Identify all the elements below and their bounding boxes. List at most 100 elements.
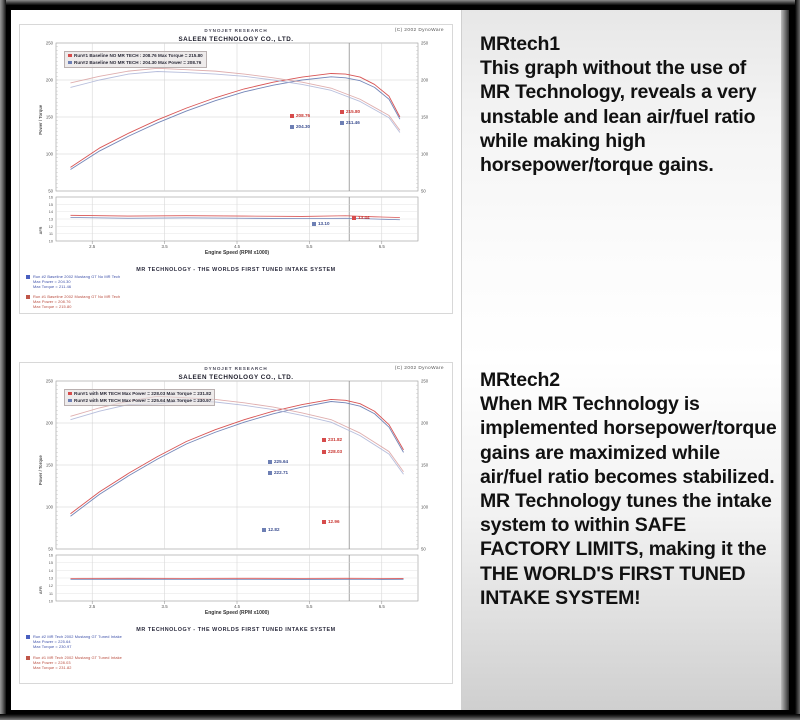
- peak-value: 222.71: [274, 470, 289, 475]
- chart-header-right: (C) 2002 DynoWare: [394, 366, 444, 371]
- poster-stage: DYNOJET RESEARCH SALEEN TECHNOLOGY CO., L…: [11, 10, 789, 710]
- footnote-title: Run #1 Baseline 2002 Mustang GT No MR Te…: [33, 294, 121, 299]
- footnote-swatch-icon: [26, 274, 30, 279]
- peak-value: 204.30: [296, 124, 311, 129]
- legend-swatch-icon: [68, 60, 72, 64]
- legend-row: Run#1 with MR TECH Max Power = 228.03 Ma…: [68, 391, 211, 398]
- frame-edge-left: [0, 0, 6, 720]
- peak-callout: 211.46: [338, 120, 360, 125]
- x-tick-label: 6.5: [379, 604, 386, 609]
- footnote-line-1: Run #2 MR Tech 2002 Mustang GT Tuned Int…: [26, 634, 122, 639]
- footer-banner: MR TECHNOLOGY - THE WORLDS FIRST TUNED I…: [136, 627, 336, 633]
- afr-peak-value: 12.82: [268, 527, 280, 532]
- afr-tick-label: 10: [49, 600, 53, 604]
- legend-row: Run#2 with MR TECH Max Power = 225.64 Ma…: [68, 398, 211, 405]
- x-tick-label: 4.5: [234, 244, 241, 249]
- charts-pane: DYNOJET RESEARCH SALEEN TECHNOLOGY CO., L…: [11, 10, 461, 710]
- peak-value: 231.82: [328, 437, 343, 442]
- legend-text: Run#1 Baseline NO MR TECH : 208.76 Max T…: [74, 53, 203, 58]
- x-tick-label: 2.5: [89, 244, 96, 249]
- legend-row: Run#2 Baseline NO MR TECH : 204.30 Max P…: [68, 60, 203, 67]
- frame-edge-top: [0, 0, 800, 5]
- chart-footnote: Run #1 Baseline 2002 Mustang GT No MR Te…: [26, 294, 120, 310]
- afr-tick-label: 16: [49, 196, 53, 200]
- peak-marker-icon: [312, 221, 316, 226]
- mrtech2-body: When MR Technology is implemented horsep…: [480, 393, 777, 609]
- legend-text: Run#2 with MR TECH Max Power = 225.64 Ma…: [74, 397, 212, 403]
- series-power: [70, 76, 401, 170]
- peak-marker-icon: [322, 519, 326, 524]
- afr-tick-label: 16: [49, 554, 53, 558]
- footnote-line-3: Max Torque = 215.80: [33, 304, 72, 310]
- y-tick-label: 100: [46, 152, 54, 157]
- footnote-title: Run #2 MR Tech 2002 Mustang GT Tuned Int…: [33, 634, 122, 639]
- footer-banner: MR TECHNOLOGY - THE WORLDS FIRST TUNED I…: [136, 267, 336, 273]
- copy-pane: MRtech1 This graph without the use of MR…: [461, 10, 789, 710]
- peak-callout: 215.80: [338, 109, 360, 114]
- chart-header-sub: SALEEN TECHNOLOGY CO., LTD.: [178, 374, 294, 381]
- footnote-line-1: Run #2 Baseline 2002 Mustang GT No MR Te…: [26, 274, 120, 279]
- legend-swatch-icon: [68, 54, 72, 58]
- mrtech1-block: MRtech1 This graph without the use of MR…: [480, 32, 780, 177]
- afr-axis-title: AFR: [39, 226, 43, 234]
- legend-text: Run#2 Baseline NO MR TECH : 204.30 Max P…: [74, 59, 202, 65]
- chart-header-main: DYNOJET RESEARCH: [204, 28, 268, 33]
- y2-tick-label: 250: [421, 41, 429, 46]
- x-tick-label: 5.5: [306, 244, 313, 249]
- afr-peak-value: 13.10: [318, 221, 330, 226]
- x-axis-title: Engine Speed (RPM x1000): [205, 610, 270, 616]
- peak-callout: 231.82: [320, 437, 342, 442]
- afr-peak-callout: 13.10: [310, 221, 330, 226]
- series-power: [70, 399, 404, 515]
- footnote-line-2: Max Power = 225.64: [33, 639, 71, 645]
- y-tick-label: 150: [46, 463, 54, 468]
- mrtech2-title: MRtech2: [480, 369, 560, 391]
- y2-tick-label: 150: [421, 463, 429, 468]
- dyno-chart-2: DYNOJET RESEARCH SALEEN TECHNOLOGY CO., L…: [19, 362, 453, 684]
- footnote-swatch-icon: [26, 634, 30, 639]
- peak-marker-icon: [340, 120, 344, 125]
- footnote-title: Run #2 Baseline 2002 Mustang GT No MR Te…: [33, 274, 121, 279]
- peak-callout: 208.76: [288, 113, 310, 118]
- chart-plot: 250 250 200 200 150 150 100 100 50 50 2.5 3.5 4.5 5.5…: [38, 379, 429, 616]
- afr-tick-label: 14: [49, 210, 53, 214]
- peak-marker-icon: [268, 459, 272, 464]
- peak-marker-icon: [340, 109, 344, 114]
- y2-tick-label: 50: [421, 547, 426, 552]
- afr-peak-value: 13.44: [358, 215, 370, 220]
- y-tick-label: 100: [46, 505, 54, 510]
- peak-callout: 222.71: [266, 470, 288, 475]
- afr-peak-callout: 13.44: [350, 215, 370, 220]
- peak-marker-icon: [322, 437, 326, 442]
- y-tick-label: 150: [46, 115, 54, 120]
- chart-header: DYNOJET RESEARCH SALEEN TECHNOLOGY CO., L…: [20, 363, 452, 391]
- legend-swatch-icon: [68, 392, 72, 396]
- afr-axis-title: AFR: [39, 586, 43, 594]
- y2-tick-label: 100: [421, 152, 429, 157]
- afr-tick-label: 14: [49, 569, 53, 573]
- x-tick-label: 3.5: [162, 244, 169, 249]
- afr-tick-label: 11: [49, 592, 53, 596]
- chart-header-main: DYNOJET RESEARCH: [204, 366, 268, 371]
- chart-legend: Run#1 Baseline NO MR TECH : 208.76 Max T…: [64, 51, 207, 69]
- peak-value: 211.46: [346, 120, 360, 125]
- afr-tick-label: 13: [49, 577, 53, 581]
- x-tick-label: 4.5: [234, 604, 241, 609]
- peak-marker-icon: [290, 113, 294, 118]
- peak-value: 208.76: [296, 113, 311, 118]
- series-torque: [70, 67, 401, 131]
- chart-legend: Run#1 with MR TECH Max Power = 228.03 Ma…: [64, 389, 216, 407]
- peak-value: 225.64: [274, 459, 289, 464]
- series-power: [70, 401, 404, 517]
- y2-tick-label: 200: [421, 421, 429, 426]
- footnote-line-3: Max Torque = 230.97: [33, 644, 72, 650]
- afr-tick-label: 15: [49, 561, 53, 565]
- footnote-title: Run #1 MR Tech 2002 Mustang GT Tuned Int…: [33, 655, 122, 660]
- afr-tick-label: 12: [49, 225, 53, 229]
- chart-footnote: Run #2 MR Tech 2002 Mustang GT Tuned Int…: [26, 634, 122, 650]
- footnote-swatch-icon: [26, 294, 30, 299]
- chart-footnote: Run #2 Baseline 2002 Mustang GT No MR Te…: [26, 274, 120, 290]
- peak-marker-icon: [290, 124, 294, 129]
- mrtech1-body: This graph without the use of MR Technol…: [480, 57, 757, 177]
